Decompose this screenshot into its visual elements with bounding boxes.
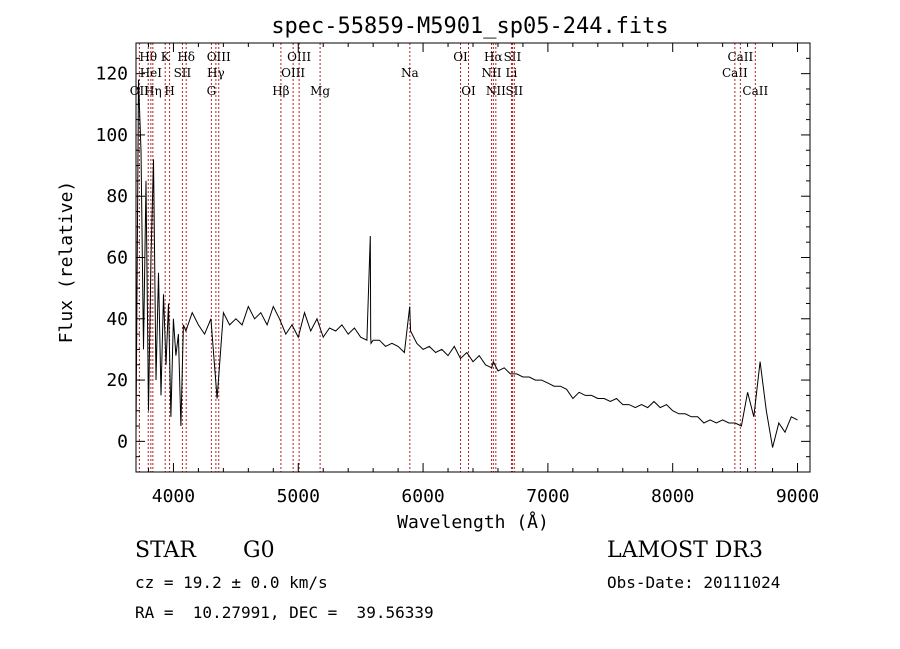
line-marker-label: Mg [310,84,330,98]
chart-title: spec-55859-M5901_sp05-244.fits [271,14,668,39]
y-tick-label: 40 [106,309,128,330]
line-marker-label: Hη [144,84,162,98]
y-tick-label: 20 [106,370,128,391]
observation-date: Obs-Date: 20111024 [607,573,781,592]
line-marker-label: CaII [722,66,748,80]
line-marker-label: Hγ [207,66,225,80]
line-marker-label: SII [504,50,522,64]
line-marker-label: Hβ [272,84,289,98]
line-marker-label: Hα [484,50,503,64]
line-marker-label: NII [481,66,501,80]
coordinates: RA = 10.27991, DEC = 39.56339 [135,603,434,622]
x-tick-label: 4000 [152,486,195,507]
y-tick-label: 60 [106,248,128,269]
line-marker-label: Hδ [177,50,195,64]
line-marker-label: HeI [140,66,163,80]
line-marker-label: CaII [727,50,753,64]
line-marker-label: SII [174,66,192,80]
line-marker-label: CaII [742,84,768,98]
line-marker-label: OI [461,84,476,98]
line-marker-label: Na [401,66,419,80]
line-marker-label: G [207,84,217,98]
y-tick-label: 0 [117,431,128,452]
x-tick-label: 7000 [526,486,569,507]
line-marker-label: SII [505,84,523,98]
survey-name: LAMOST DR3 [607,538,763,563]
x-tick-label: 9000 [776,486,819,507]
flux-line [135,79,798,448]
line-marker-label: OII [130,84,150,98]
object-class: STAR [135,538,196,563]
line-marker-label: OIII [207,50,231,64]
y-axis: 0 20 40 60 80 100 120 [95,42,810,473]
y-axis-label: Flux (relative) [56,181,77,344]
line-marker-label: OI [453,50,468,64]
line-marker-label: H [164,84,174,98]
y-tick-label: 100 [95,125,128,146]
y-tick-label: 80 [106,186,128,207]
line-marker-label: OIII [287,50,311,64]
line-marker-label: Hθ [139,50,157,64]
x-tick-label: 6000 [401,486,444,507]
line-marker-label: K [161,50,171,64]
line-marker-label: NII [486,84,506,98]
object-subclass: G0 [243,538,275,563]
emission-line-markers: OIIHθHeIHηKHSIIHδGHγOIIIHβOIIIOIIIMgNaOI… [130,43,768,472]
x-tick-label: 5000 [277,486,320,507]
redshift-velocity: cz = 19.2 ± 0.0 km/s [135,573,328,592]
line-marker-label: OIII [281,66,305,80]
x-axis-label: Wavelength (Å) [397,511,549,533]
x-axis: 4000 5000 6000 7000 8000 9000 [147,43,819,507]
flux-series [135,79,798,448]
x-tick-label: 8000 [651,486,694,507]
plot-frame [135,42,811,473]
line-marker-label: Li [506,66,518,80]
y-tick-label: 120 [95,64,128,85]
